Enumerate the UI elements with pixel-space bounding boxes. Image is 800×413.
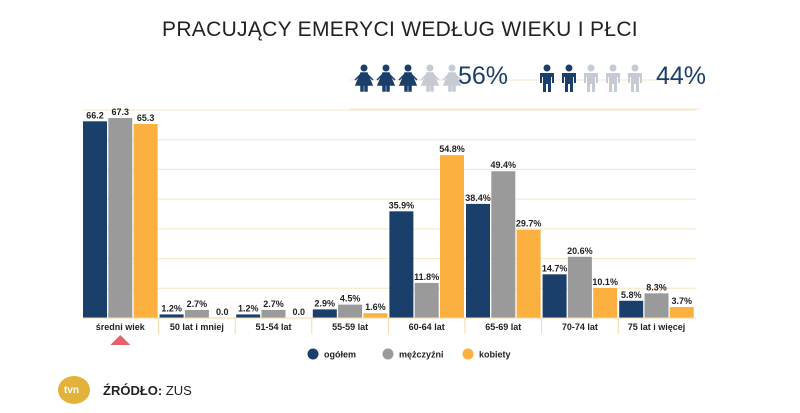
legend-label: mężczyźni [399,350,444,360]
data-label: 11.8% [414,272,439,282]
man-icon [606,73,620,92]
data-label: 1.2% [238,303,259,313]
chart-title: PRACUJĄCY EMERYCI WEDŁUG WIEKU I PŁCI [162,18,638,41]
bar-ogółem [619,300,644,318]
bar-ogółem [312,309,337,318]
legend-label: kobiety [479,350,511,360]
bar-mężczyźni [644,293,669,318]
category-label: 60-64 lat [409,322,445,332]
bar-mężczyźni [261,309,286,318]
bar-ogółem [389,211,414,318]
man-icon [609,64,617,72]
bar-kobiety [133,123,158,318]
data-label: 0.0 [293,307,306,317]
man-icon [631,64,639,72]
woman-icon [448,64,456,72]
woman-icon [404,64,412,72]
woman-icon [442,72,462,92]
man-icon [565,64,573,72]
data-label: 10.1% [592,277,618,287]
bar-ogółem [466,203,490,318]
category-label: 55-59 lat [332,322,368,332]
woman-icon [354,72,374,92]
bar-mężczyźni [184,309,209,318]
data-label: 38.4% [465,193,491,203]
man-icon [587,64,595,72]
men-share: 44% [656,62,707,90]
legend-label: ogółem [324,350,356,360]
legend-marker [462,348,474,360]
bar-mężczyźni [108,118,133,318]
man-icon [584,73,598,92]
legend-marker [382,348,394,360]
women-share: 56% [458,62,509,90]
data-label: 14.7% [542,263,568,273]
data-label: 1.6% [365,302,386,312]
bar-kobiety [363,313,388,318]
bar-mężczyźni [491,171,516,318]
category-label: 51-54 lat [255,322,291,332]
category-label: 70-74 lat [562,322,598,332]
data-label: 65.3 [137,113,155,123]
data-label: 2.7% [263,299,284,309]
bar-chart: 66.2 67.3 65.3 średni wiek 1.2% 2.7% 0.0 50 lat… [83,107,696,360]
data-label: 67.3 [112,107,130,117]
data-label: 1.2% [161,303,182,313]
bar-mężczyźni [567,256,592,318]
woman-icon [398,72,418,92]
bar-ogółem [542,274,567,318]
bar-kobiety [593,287,618,318]
data-label: 54.8% [439,144,465,154]
woman-icon [382,64,390,72]
data-label: 8.3% [646,282,667,292]
legend-marker [307,348,319,360]
bar-kobiety [516,229,541,318]
bar-ogółem [236,314,261,318]
data-label: 49.4% [491,160,517,170]
tvn24-logo: tvn [58,376,90,404]
data-label: 29.7% [516,219,542,229]
bar-mężczyźni [414,282,439,318]
source-label: ŹRÓDŁO: [103,383,163,398]
gender-icons [350,64,700,110]
bar-kobiety [669,307,694,318]
woman-icon [426,64,434,72]
man-icon [628,73,642,92]
data-label: 0.0 [216,307,229,317]
data-label: 35.9% [389,200,415,210]
man-icon [540,73,554,92]
man-icon [543,64,551,72]
bar-mężczyźni [338,304,363,318]
category-label: 50 lat i mniej [170,322,224,332]
woman-icon [376,72,396,92]
source: ŹRÓDŁO: ZUS [103,383,192,398]
data-label: 2.9% [315,298,336,308]
data-label: 5.8% [621,290,642,300]
data-label: 4.5% [340,294,361,304]
highlight-marker [110,335,131,345]
source-value: ZUS [165,383,192,398]
data-label: 66.2 [86,110,104,120]
data-label: 2.7% [187,299,208,309]
bar-ogółem [159,314,184,318]
category-label: 65-69 lat [485,322,521,332]
data-label: 20.6% [567,246,593,256]
woman-icon [420,72,440,92]
data-label: 3.7% [672,296,693,306]
man-icon [562,73,576,92]
svg-text:tvn: tvn [64,385,79,396]
bar-ogółem [83,121,107,318]
category-label: średni wiek [96,322,146,332]
woman-icon [360,64,368,72]
category-label: 75 lat i więcej [628,322,686,332]
bar-kobiety [440,155,464,318]
